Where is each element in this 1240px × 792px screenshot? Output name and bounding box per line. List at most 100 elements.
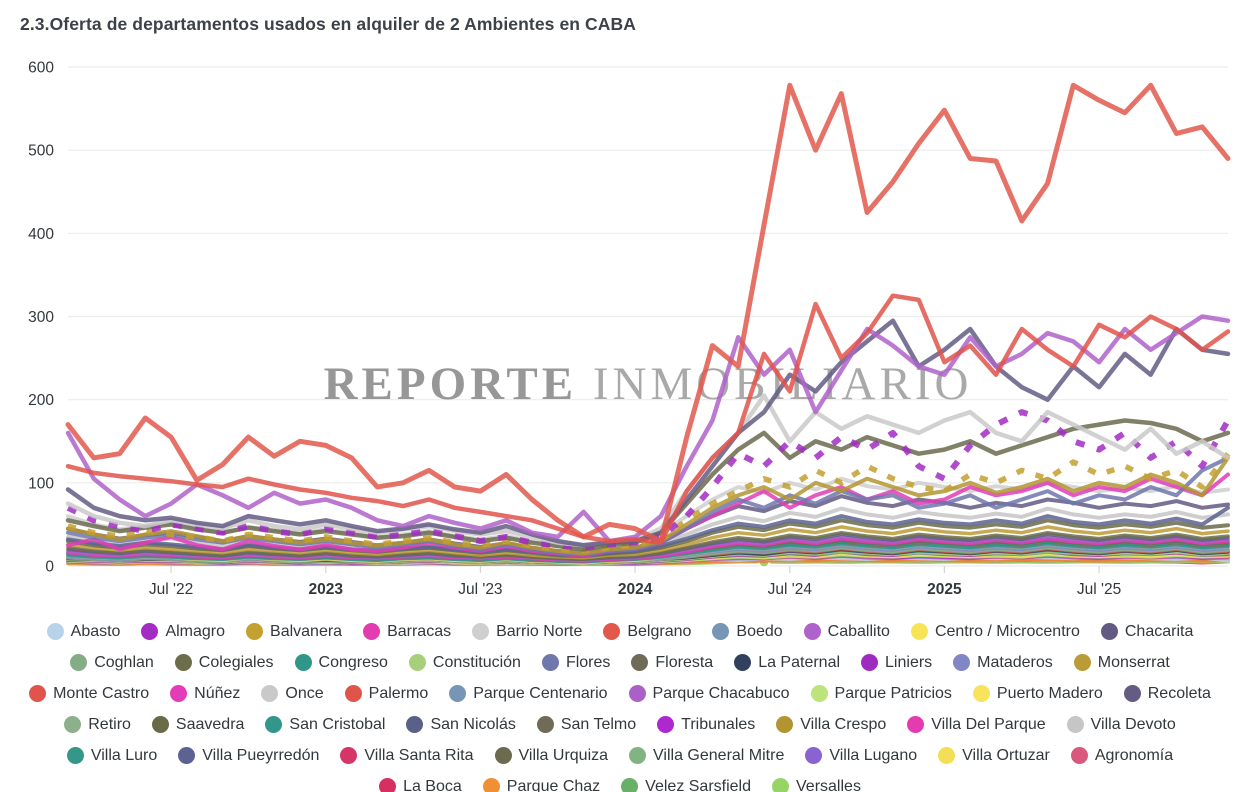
legend-item-floresta[interactable]: Floresta <box>631 649 713 676</box>
legend-item-tribunales[interactable]: Tribunales <box>657 711 755 738</box>
legend-label: Parque Chacabuco <box>652 685 790 702</box>
legend-item-barrio-norte[interactable]: Barrio Norte <box>472 618 582 645</box>
legend-item-agronomía[interactable]: Agronomía <box>1070 742 1173 769</box>
legend-label: La Paternal <box>758 654 841 671</box>
legend-item-parque-chaz[interactable]: Parque Chaz <box>482 773 600 792</box>
y-axis-label: 100 <box>28 475 54 492</box>
legend-item-palermo[interactable]: Palermo <box>344 680 429 707</box>
legend-item-san-telmo[interactable]: San Telmo <box>536 711 637 738</box>
legend-item-la-paternal[interactable]: La Paternal <box>734 649 840 676</box>
legend-item-villa-general-mitre[interactable]: Villa General Mitre <box>629 742 784 769</box>
legend-swatch-icon <box>406 716 424 733</box>
legend-label: Almagro <box>165 623 226 640</box>
legend-swatch-icon <box>772 778 790 792</box>
legend-label: Saavedra <box>175 716 245 733</box>
legend-item-belgrano[interactable]: Belgrano <box>603 618 691 645</box>
x-axis-label: 2024 <box>618 581 653 598</box>
legend-label: Mataderos <box>977 654 1053 671</box>
x-axis-label: 2025 <box>927 581 962 598</box>
x-axis-label: Jul '24 <box>768 581 813 598</box>
y-axis-label: 600 <box>28 60 54 77</box>
legend-item-chacarita[interactable]: Chacarita <box>1100 618 1194 645</box>
legend-label: Abasto <box>70 623 121 640</box>
legend-item-colegiales[interactable]: Colegiales <box>174 649 274 676</box>
legend-item-caballito[interactable]: Caballito <box>803 618 890 645</box>
legend-item-monserrat[interactable]: Monserrat <box>1073 649 1170 676</box>
legend-swatch-icon <box>1123 685 1141 702</box>
legend-item-almagro[interactable]: Almagro <box>141 618 225 645</box>
legend-swatch-icon <box>151 716 169 733</box>
line-chart[interactable]: 0 100 200 300 400 500 600 Jul '22 2023 Jul '23 202… <box>0 37 1240 612</box>
legend-item-once[interactable]: Once <box>261 680 324 707</box>
legend-item-mataderos[interactable]: Mataderos <box>953 649 1053 676</box>
legend-item-abasto[interactable]: Abasto <box>46 618 121 645</box>
legend-item-villa-santa-rita[interactable]: Villa Santa Rita <box>340 742 474 769</box>
legend-item-parque-patricios[interactable]: Parque Patricios <box>810 680 952 707</box>
legend-item-velez-sarsfield[interactable]: Velez Sarsfield <box>621 773 751 792</box>
legend-swatch-icon <box>536 716 554 733</box>
legend-label: San Cristobal <box>289 716 386 733</box>
legend-item-flores[interactable]: Flores <box>541 649 610 676</box>
legend-label: Villa Urquiza <box>518 747 609 764</box>
legend-swatch-icon <box>657 716 675 733</box>
legend-swatch-icon <box>803 623 821 640</box>
legend-item-balvanera[interactable]: Balvanera <box>246 618 342 645</box>
legend-item-constitución[interactable]: Constitución <box>408 649 521 676</box>
legend-item-versalles[interactable]: Versalles <box>772 773 861 792</box>
legend-label: Chacarita <box>1124 623 1194 640</box>
y-axis-label: 500 <box>28 143 54 160</box>
legend-item-la-boca[interactable]: La Boca <box>379 773 462 792</box>
legend-item-centro-microcentro[interactable]: Centro / Microcentro <box>910 618 1080 645</box>
x-axis-label: Jul '22 <box>149 581 193 598</box>
legend-swatch-icon <box>141 623 159 640</box>
legend-label: San Telmo <box>560 716 637 733</box>
legend-item-coghlan[interactable]: Coghlan <box>70 649 154 676</box>
legend-swatch-icon <box>1066 716 1084 733</box>
legend-item-recoleta[interactable]: Recoleta <box>1123 680 1211 707</box>
legend-label: Centro / Microcentro <box>934 623 1080 640</box>
legend-item-puerto-madero[interactable]: Puerto Madero <box>972 680 1103 707</box>
legend-item-barracas[interactable]: Barracas <box>363 618 451 645</box>
legend-item-monte-castro[interactable]: Monte Castro <box>29 680 149 707</box>
legend-swatch-icon <box>64 716 82 733</box>
legend-item-san-cristobal[interactable]: San Cristobal <box>265 711 385 738</box>
legend-label: Villa Lugano <box>829 747 918 764</box>
legend-item-liniers[interactable]: Liniers <box>861 649 932 676</box>
legend-label: La Boca <box>403 778 462 792</box>
legend-item-saavedra[interactable]: Saavedra <box>151 711 245 738</box>
legend-item-villa-del-parque[interactable]: Villa Del Parque <box>907 711 1046 738</box>
legend-swatch-icon <box>734 654 752 671</box>
legend-label: Palermo <box>368 685 429 702</box>
legend-item-boedo[interactable]: Boedo <box>712 618 783 645</box>
chart-area[interactable]: 0 100 200 300 400 500 600 Jul '22 2023 Jul '23 202… <box>0 37 1240 612</box>
legend-item-villa-urquiza[interactable]: Villa Urquiza <box>494 742 609 769</box>
legend-item-san-nicolás[interactable]: San Nicolás <box>406 711 516 738</box>
legend: Abasto Almagro Balvanera Barracas Barrio Nor… <box>0 612 1240 792</box>
legend-item-villa-lugano[interactable]: Villa Lugano <box>805 742 917 769</box>
series-line <box>65 314 1231 544</box>
legend-swatch-icon <box>408 654 426 671</box>
legend-swatch-icon <box>494 747 512 764</box>
legend-item-parque-chacabuco[interactable]: Parque Chacabuco <box>628 680 790 707</box>
legend-swatch-icon <box>805 747 823 764</box>
legend-item-congreso[interactable]: Congreso <box>294 649 388 676</box>
legend-item-villa-luro[interactable]: Villa Luro <box>66 742 157 769</box>
legend-swatch-icon <box>379 778 397 792</box>
legend-item-parque-centenario[interactable]: Parque Centenario <box>449 680 608 707</box>
legend-swatch-icon <box>472 623 490 640</box>
legend-swatch-icon <box>629 747 647 764</box>
legend-swatch-icon <box>712 623 730 640</box>
watermark: REPORTE INMOBILIARIO <box>324 358 973 410</box>
legend-item-villa-devoto[interactable]: Villa Devoto <box>1066 711 1176 738</box>
legend-label: Villa Del Parque <box>931 716 1046 733</box>
legend-item-villa-ortuzar[interactable]: Villa Ortuzar <box>938 742 1050 769</box>
legend-item-villa-crespo[interactable]: Villa Crespo <box>776 711 886 738</box>
legend-swatch-icon <box>174 654 192 671</box>
legend-label: Recoleta <box>1147 685 1211 702</box>
legend-item-villa-pueyrredón[interactable]: Villa Pueyrredón <box>178 742 319 769</box>
legend-label: Villa Ortuzar <box>962 747 1050 764</box>
legend-item-núñez[interactable]: Núñez <box>170 680 240 707</box>
legend-item-retiro[interactable]: Retiro <box>64 711 131 738</box>
legend-label: Retiro <box>88 716 131 733</box>
series-line <box>66 530 1230 562</box>
